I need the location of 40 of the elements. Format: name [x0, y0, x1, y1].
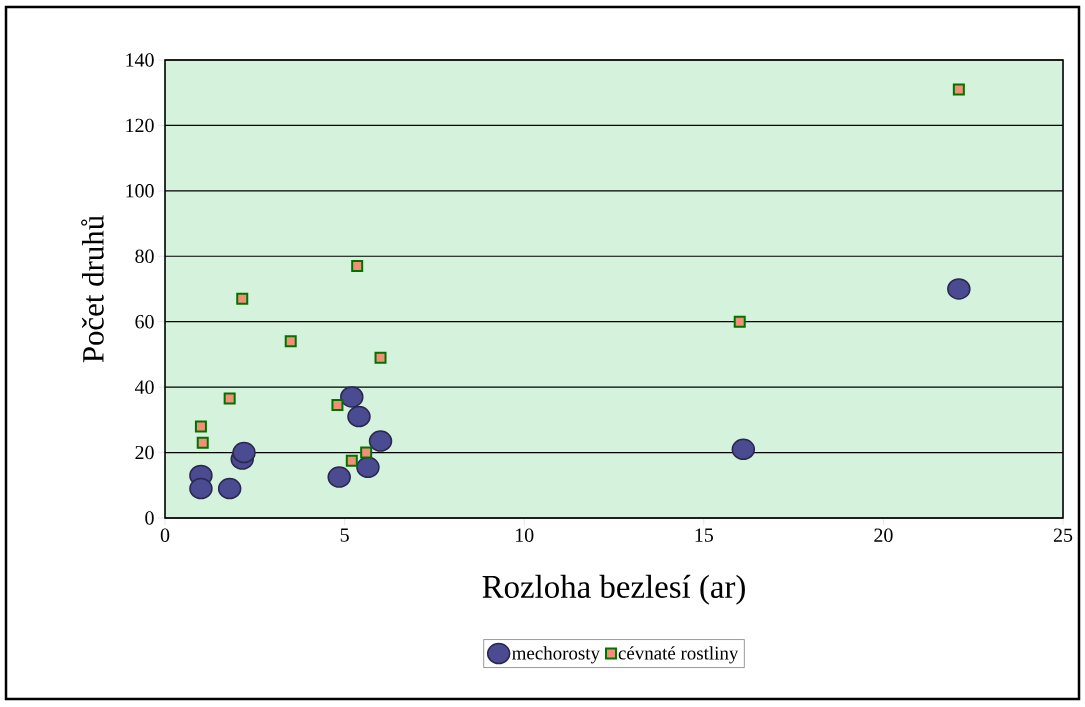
point — [196, 436, 209, 449]
x-tick-label: 10 — [516, 528, 534, 542]
point — [232, 441, 256, 464]
y-tick-label: 80 — [135, 249, 154, 263]
y-tick-label: 20 — [135, 445, 154, 460]
point — [236, 292, 249, 305]
y-tick-label: 0 — [145, 511, 154, 525]
point — [356, 456, 380, 479]
point — [340, 386, 364, 408]
legend-label: cévnaté rostliny — [618, 646, 739, 664]
point — [347, 405, 371, 428]
point — [360, 446, 373, 459]
x-tick-label: 0 — [160, 528, 170, 542]
y-axis-title: Počet druhů — [81, 215, 104, 363]
point — [351, 260, 364, 273]
point — [368, 430, 393, 452]
point — [345, 454, 358, 467]
y-tick-label: 120 — [126, 118, 154, 133]
point — [223, 392, 236, 405]
x-tick-label: 15 — [695, 528, 713, 542]
y-tick-label: 100 — [126, 184, 154, 198]
point — [952, 83, 965, 96]
point — [327, 466, 351, 488]
point — [331, 399, 344, 412]
y-tick-label: 140 — [126, 53, 154, 67]
point — [731, 438, 756, 461]
x-axis-title: Rozloha bezlesí (ar) — [482, 574, 745, 605]
point — [947, 278, 971, 300]
legend-label: mechorosty — [512, 646, 600, 664]
y-tick-label: 40 — [134, 380, 154, 394]
point — [217, 477, 242, 500]
x-tick-label: 20 — [874, 528, 893, 542]
point — [284, 335, 297, 348]
x-tick-label: 25 — [1053, 528, 1073, 542]
point — [189, 477, 213, 500]
point — [194, 420, 207, 433]
point — [374, 351, 387, 364]
point — [733, 315, 746, 328]
x-tick-label: 5 — [340, 528, 349, 542]
y-tick-label: 60 — [135, 314, 154, 329]
